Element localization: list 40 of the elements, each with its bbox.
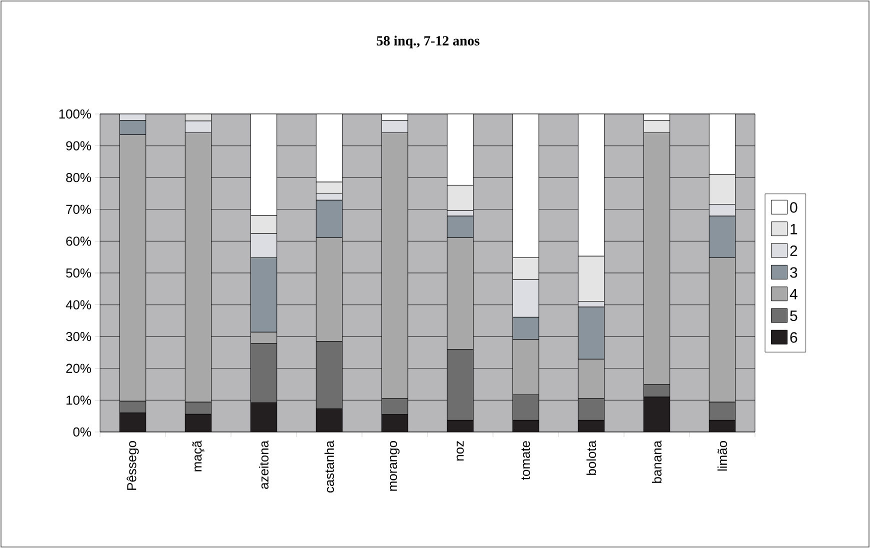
- bar: [643, 396, 670, 432]
- legend-label: 1: [790, 224, 798, 234]
- x-tick-label: limão: [718, 441, 728, 471]
- bar: [447, 420, 474, 432]
- x-tick-label: bolota: [586, 440, 596, 475]
- y-tick-label: 100%: [59, 109, 92, 119]
- y-tick-label: 40%: [66, 300, 92, 310]
- x-tick-label: banana: [652, 440, 662, 483]
- x-tick-label: tomate: [522, 441, 530, 480]
- x-tick-label: castanha: [324, 440, 334, 493]
- x-tick-label: azeitona: [258, 440, 269, 489]
- bar: [578, 420, 604, 432]
- legend-label: 3: [790, 267, 798, 278]
- bar: [316, 408, 343, 432]
- legend-label: 6: [790, 332, 798, 343]
- y-tick-label: 20%: [66, 364, 92, 373]
- bar: [119, 412, 146, 432]
- chart-title: 58 inq., 7-12 anos: [376, 36, 480, 48]
- legend-label: 4: [790, 288, 798, 300]
- bar: [381, 414, 408, 432]
- y-tick-label: 70%: [66, 204, 92, 214]
- y-tick-label: 90%: [66, 141, 92, 150]
- y-tick-label: 0%: [73, 427, 92, 437]
- x-tick-label: morango: [390, 441, 400, 491]
- y-tick-label: 30%: [66, 332, 92, 342]
- legend-label: 0: [790, 202, 798, 213]
- bar: [250, 402, 278, 432]
- x-tick-label: noz: [456, 441, 464, 461]
- y-tick-label: 60%: [66, 236, 92, 246]
- bar: [512, 420, 539, 432]
- legend-label: 5: [790, 310, 798, 322]
- y-tick-label: 80%: [66, 172, 92, 182]
- y-tick-label: 10%: [66, 396, 92, 405]
- bar: [643, 120, 670, 133]
- x-tick-label: maçã: [192, 440, 204, 472]
- legend-label: 2: [790, 245, 798, 256]
- x-tick-label: Pêssego: [126, 441, 139, 490]
- bar: [708, 420, 736, 432]
- bar: [184, 414, 212, 432]
- y-tick-label: 50%: [66, 268, 92, 278]
